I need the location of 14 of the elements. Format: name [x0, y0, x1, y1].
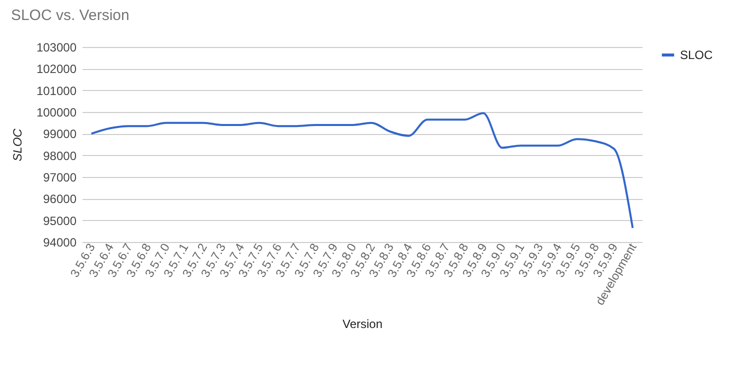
y-tick-label: 100000 — [36, 106, 77, 120]
y-tick-label: 102000 — [36, 62, 77, 76]
y-tick-label: 97000 — [43, 170, 77, 184]
y-tick-label: 101000 — [36, 84, 77, 98]
y-tick-label: 95000 — [43, 214, 77, 228]
y-axis-title: SLOC — [10, 128, 24, 162]
y-tick-label: 98000 — [43, 148, 77, 163]
legend-label: SLOC — [680, 48, 714, 62]
chart-title: SLOC vs. Version — [10, 7, 130, 24]
y-tick-label: 103000 — [36, 40, 77, 54]
x-axis-title: Version — [342, 317, 383, 332]
y-tick-label: 96000 — [43, 192, 77, 206]
y-tick-label: 99000 — [43, 127, 77, 142]
line-series — [90, 112, 634, 229]
